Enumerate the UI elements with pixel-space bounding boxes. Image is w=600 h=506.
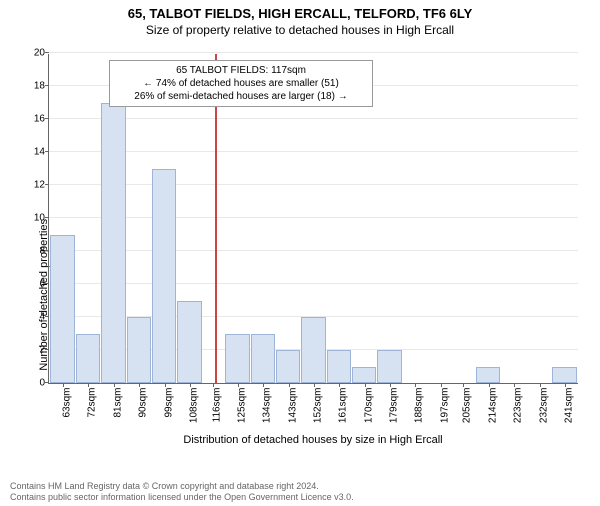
x-tick-label: 232sqm <box>538 386 549 424</box>
x-tick-label: 214sqm <box>487 386 498 424</box>
histogram-bar <box>50 235 74 384</box>
footer-line-1: Contains HM Land Registry data © Crown c… <box>10 481 590 493</box>
y-tick-label: 12 <box>34 180 49 191</box>
histogram-bar <box>301 317 325 383</box>
footer: Contains HM Land Registry data © Crown c… <box>10 481 590 504</box>
gridline <box>49 250 578 251</box>
y-tick-label: 18 <box>34 81 49 92</box>
y-tick-label: 4 <box>39 312 49 323</box>
histogram-bar <box>225 334 249 384</box>
x-tick-label: 152sqm <box>313 386 324 424</box>
x-tick-label: 241sqm <box>563 386 574 424</box>
x-tick-label: 99sqm <box>163 386 174 418</box>
x-axis-label: Distribution of detached houses by size … <box>183 434 442 446</box>
gridline <box>49 217 578 218</box>
histogram-bar <box>127 317 151 383</box>
histogram-bar <box>552 367 576 384</box>
x-tick-label: 125sqm <box>236 386 247 424</box>
y-tick-label: 20 <box>34 48 49 59</box>
y-tick-label: 8 <box>39 246 49 257</box>
y-tick-label: 10 <box>34 213 49 224</box>
x-tick-label: 134sqm <box>262 386 273 424</box>
y-tick-label: 16 <box>34 114 49 125</box>
histogram-bar <box>276 350 300 383</box>
x-tick-label: 223sqm <box>513 386 524 424</box>
chart-subtitle: Size of property relative to detached ho… <box>0 23 600 37</box>
histogram-bar <box>152 169 176 384</box>
y-tick-label: 2 <box>39 345 49 356</box>
gridline <box>49 151 578 152</box>
x-tick-label: 161sqm <box>338 386 349 424</box>
x-tick-label: 72sqm <box>87 386 98 418</box>
annotation-line-3: 26% of semi-detached houses are larger (… <box>116 90 366 103</box>
histogram-bar <box>177 301 201 384</box>
x-tick-label: 63sqm <box>62 386 73 418</box>
y-tick-label: 14 <box>34 147 49 158</box>
histogram-bar <box>251 334 275 384</box>
histogram-bar <box>76 334 100 384</box>
y-tick-label: 0 <box>39 378 49 389</box>
footer-line-2: Contains public sector information licen… <box>10 492 590 504</box>
histogram-bar <box>476 367 500 384</box>
histogram-bar <box>327 350 351 383</box>
x-tick-label: 143sqm <box>287 386 298 424</box>
x-tick-label: 205sqm <box>462 386 473 424</box>
annotation-box: 65 TALBOT FIELDS: 117sqm← 74% of detache… <box>109 60 373 107</box>
plot-region: 0246810121416182063sqm72sqm81sqm90sqm99s… <box>48 54 578 384</box>
chart-title: 65, TALBOT FIELDS, HIGH ERCALL, TELFORD,… <box>0 6 600 21</box>
gridline <box>49 52 578 53</box>
gridline <box>49 283 578 284</box>
annotation-line-1: 65 TALBOT FIELDS: 117sqm <box>116 64 366 77</box>
histogram-bar <box>352 367 376 384</box>
histogram-bar <box>101 103 125 384</box>
x-tick-label: 116sqm <box>211 386 222 423</box>
y-tick-label: 6 <box>39 279 49 290</box>
gridline <box>49 184 578 185</box>
x-tick-label: 170sqm <box>363 386 374 424</box>
annotation-line-2: ← 74% of detached houses are smaller (51… <box>116 77 366 90</box>
x-tick-label: 90sqm <box>138 386 149 418</box>
x-tick-label: 188sqm <box>414 386 425 424</box>
x-tick-label: 197sqm <box>439 386 450 424</box>
x-tick-label: 108sqm <box>188 386 199 424</box>
x-tick-label: 179sqm <box>389 386 400 424</box>
x-tick-label: 81sqm <box>112 386 123 418</box>
histogram-bar <box>377 350 401 383</box>
chart-area: Number of detached properties Distributi… <box>48 54 578 384</box>
gridline <box>49 118 578 119</box>
